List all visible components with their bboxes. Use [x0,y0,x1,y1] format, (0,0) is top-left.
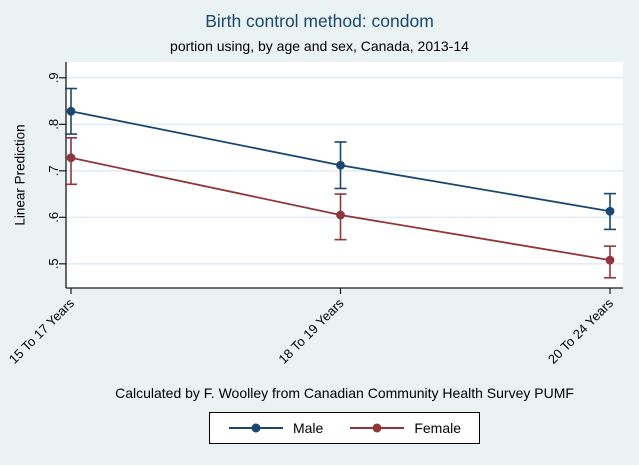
female-line-marker-icon [350,423,405,433]
legend-item-female: Female [349,420,461,436]
legend-label-male: Male [292,420,324,436]
y-tick-label: .6 [46,212,61,223]
chart-title: Birth control method: condom [205,11,434,31]
y-tick-label: .5 [46,258,61,269]
data-point-male [336,160,345,170]
y-axis-label: Linear Prediction [12,124,28,226]
x-tick-label: 15 To 17 Years [6,295,78,367]
x-tick-label: 20 To 24 Years [545,295,617,367]
data-point-female [66,153,76,163]
legend: Male Female [50,412,639,444]
y-tick-label: .7 [46,165,61,176]
y-tick-label: .9 [46,72,61,83]
chart-subtitle: portion using, by age and sex, Canada, 2… [170,38,469,54]
legend-box: Male Female [208,412,481,444]
legend-label-female: Female [414,420,462,436]
data-point-male [605,206,615,216]
chart-caption: Calculated by F. Woolley from Canadian C… [115,385,574,401]
y-tick-label: .8 [46,119,61,130]
legend-item-male: Male [228,420,323,436]
x-tick-label: 18 To 19 Years [275,295,347,367]
male-line-marker-icon [228,423,283,433]
plot-background [66,62,623,288]
data-point-female [605,255,615,265]
data-point-female [336,210,345,220]
data-point-male [66,106,76,116]
